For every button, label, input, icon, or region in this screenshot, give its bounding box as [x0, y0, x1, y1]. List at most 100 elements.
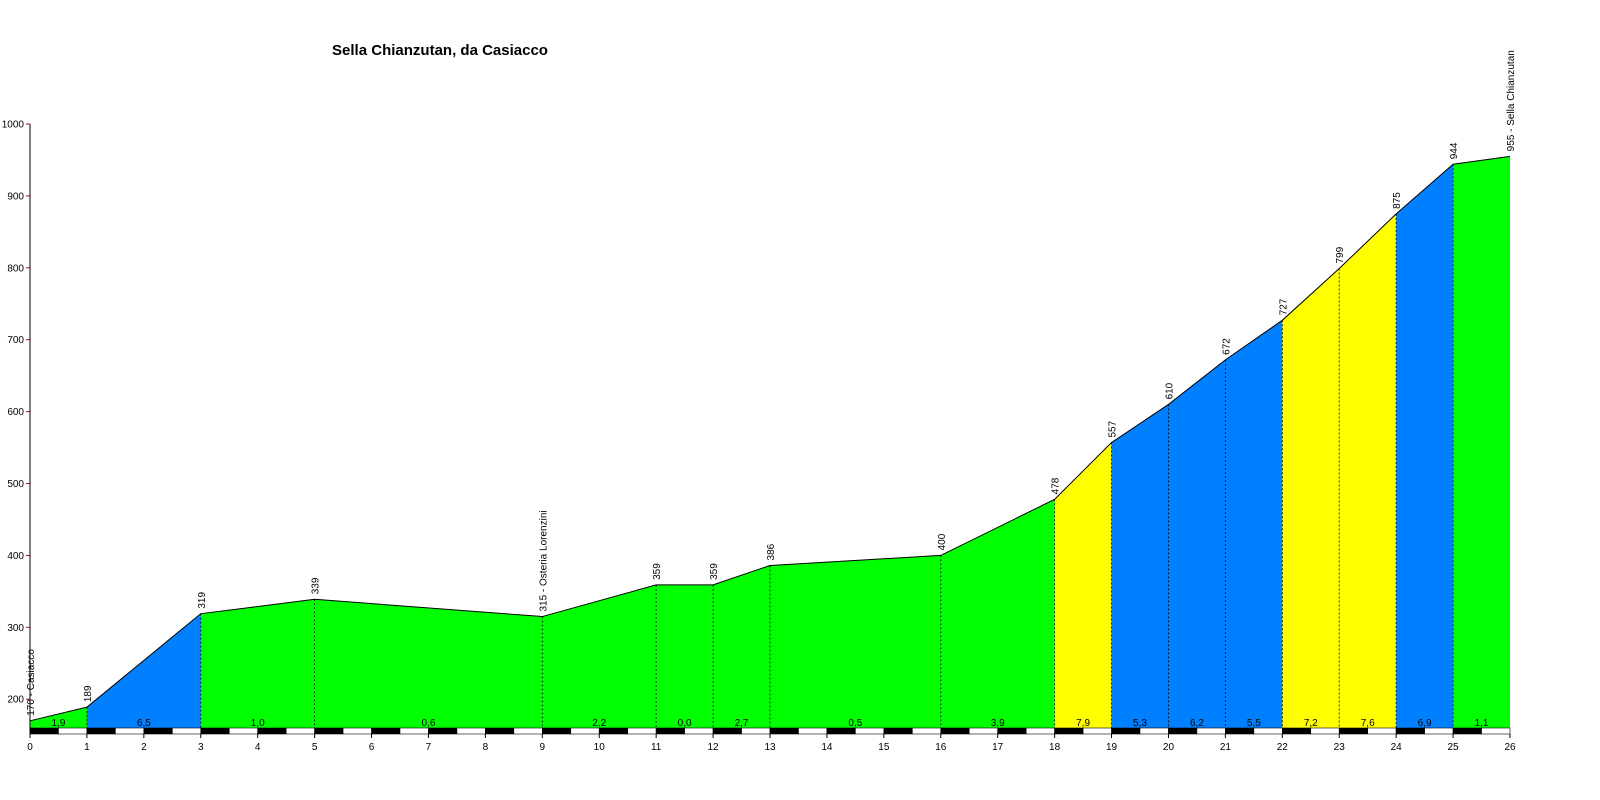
elevation-labels: 170 - Casiacco 189 319 339 315 - Osteria Lor…	[26, 50, 1517, 716]
elevation-label: 955 - Sella Chianzutan	[1506, 50, 1517, 151]
segment-fill	[86, 613, 201, 728]
km-scale-block	[513, 727, 543, 735]
gradient-label: 2,7	[735, 718, 749, 729]
elevation-label: 400	[937, 533, 948, 550]
y-tick-label: 300	[7, 623, 24, 634]
elevation-label: 875	[1392, 192, 1403, 209]
x-tick-label: 25	[1448, 742, 1460, 753]
y-axis-ticks: 200 300 400 500 600 700 800 900 1000	[2, 120, 30, 706]
elevation-label: 610	[1164, 382, 1175, 399]
elevation-label: 339	[311, 577, 322, 594]
elevation-label: 189	[83, 685, 94, 702]
elevation-label: 359	[709, 563, 720, 580]
segment-fill	[656, 584, 714, 728]
gradient-label: 6,5	[137, 718, 151, 729]
segment-fill	[770, 555, 941, 728]
gradient-label: 7,9	[1076, 718, 1090, 729]
km-scale-block	[769, 727, 799, 735]
x-tick-label: 0	[27, 742, 33, 753]
km-scale-block	[883, 727, 913, 735]
x-tick-label: 17	[992, 742, 1004, 753]
elevation-label: 315 - Osteria Lorenzini	[538, 510, 549, 611]
segment-fill	[940, 499, 1055, 728]
x-tick-label: 16	[935, 742, 947, 753]
segment-fill	[1225, 320, 1283, 728]
x-tick-label: 7	[426, 742, 432, 753]
x-tick-label: 21	[1220, 742, 1232, 753]
segment-fill	[314, 599, 543, 728]
segment-fill	[542, 584, 657, 728]
x-tick-label: 15	[878, 742, 890, 753]
km-scale-block	[285, 727, 315, 735]
gradient-label: 2,2	[592, 718, 606, 729]
km-scale-block	[200, 727, 230, 735]
km-scale-block	[627, 727, 657, 735]
segment-fill	[1168, 359, 1226, 728]
y-tick-label: 600	[7, 407, 24, 418]
x-tick-label: 13	[764, 742, 776, 753]
gradient-label: 0,5	[848, 718, 862, 729]
segment-fill	[1453, 156, 1510, 728]
km-scale-block	[342, 727, 372, 735]
x-tick-label: 20	[1163, 742, 1175, 753]
segment-fill	[1282, 268, 1340, 728]
x-tick-label: 3	[198, 742, 204, 753]
x-tick-label: 26	[1504, 742, 1516, 753]
gradient-label: 0,6	[422, 718, 436, 729]
km-scale-block	[456, 727, 486, 735]
y-tick-label: 500	[7, 479, 24, 490]
km-scale-block	[371, 727, 401, 735]
gradient-label: 1,1	[1475, 718, 1489, 729]
segment-fill	[1339, 213, 1397, 728]
x-tick-label: 23	[1334, 742, 1346, 753]
km-scale-block	[86, 727, 116, 735]
x-tick-label: 22	[1277, 742, 1289, 753]
x-tick-label: 2	[141, 742, 147, 753]
segment-fill	[1054, 442, 1112, 728]
x-tick-label: 24	[1391, 742, 1403, 753]
elevation-label: 557	[1108, 420, 1119, 437]
x-tick-label: 4	[255, 742, 261, 753]
x-tick-label: 6	[369, 742, 375, 753]
elevation-label: 944	[1449, 142, 1460, 159]
km-dashed-lines	[86, 164, 1454, 728]
profile-line	[29, 155, 1511, 722]
gradient-label: 1,0	[251, 718, 265, 729]
km-scale-block	[542, 727, 572, 735]
gradient-label: 0,0	[678, 718, 692, 729]
km-scale-block	[172, 727, 202, 735]
y-tick-label: 200	[7, 695, 24, 706]
km-scale-block	[314, 727, 344, 735]
elevation-label: 319	[197, 592, 208, 609]
segment-fill	[713, 565, 770, 728]
gradient-label: 5,5	[1247, 718, 1261, 729]
gradient-label: 7,6	[1361, 718, 1375, 729]
x-tick-label: 5	[312, 742, 318, 753]
elevation-label: 170 - Casiacco	[26, 649, 37, 716]
segment-fill	[1111, 404, 1169, 728]
km-scale-block	[1025, 727, 1055, 735]
km-scale-block	[912, 727, 942, 735]
x-tick-label: 12	[708, 742, 720, 753]
y-tick-label: 700	[7, 335, 24, 346]
segment-fill	[30, 707, 87, 728]
km-scale-block	[940, 727, 970, 735]
gradient-label: 1,9	[52, 718, 66, 729]
x-tick-label: 18	[1049, 742, 1061, 753]
x-tick-label: 1	[84, 742, 90, 753]
x-axis-ticks: 0 1 2 3 4 5 6 7 8 9 10 11 12 13 14 15 16 17 18 19 20 21 22 23 24…	[27, 734, 1516, 753]
elevation-label: 672	[1221, 338, 1232, 355]
gradient-label: 6,2	[1190, 718, 1204, 729]
gradient-labels: 1,9 6,5 1,0 0,6 2,2 0,0 2,7 0,5 3,9 7,9 5,3 6,2 5,5 7…	[52, 718, 1489, 729]
elevation-label: 478	[1051, 477, 1062, 494]
profile-fills	[29, 155, 1511, 728]
y-tick-label: 1000	[2, 120, 25, 131]
gradient-label: 5,3	[1133, 718, 1147, 729]
y-tick-label: 800	[7, 263, 24, 274]
km-scale-block	[1481, 727, 1511, 735]
x-tick-label: 19	[1106, 742, 1118, 753]
elevation-label: 386	[766, 543, 777, 560]
km-scale-block	[485, 727, 515, 735]
x-tick-label: 14	[821, 742, 833, 753]
